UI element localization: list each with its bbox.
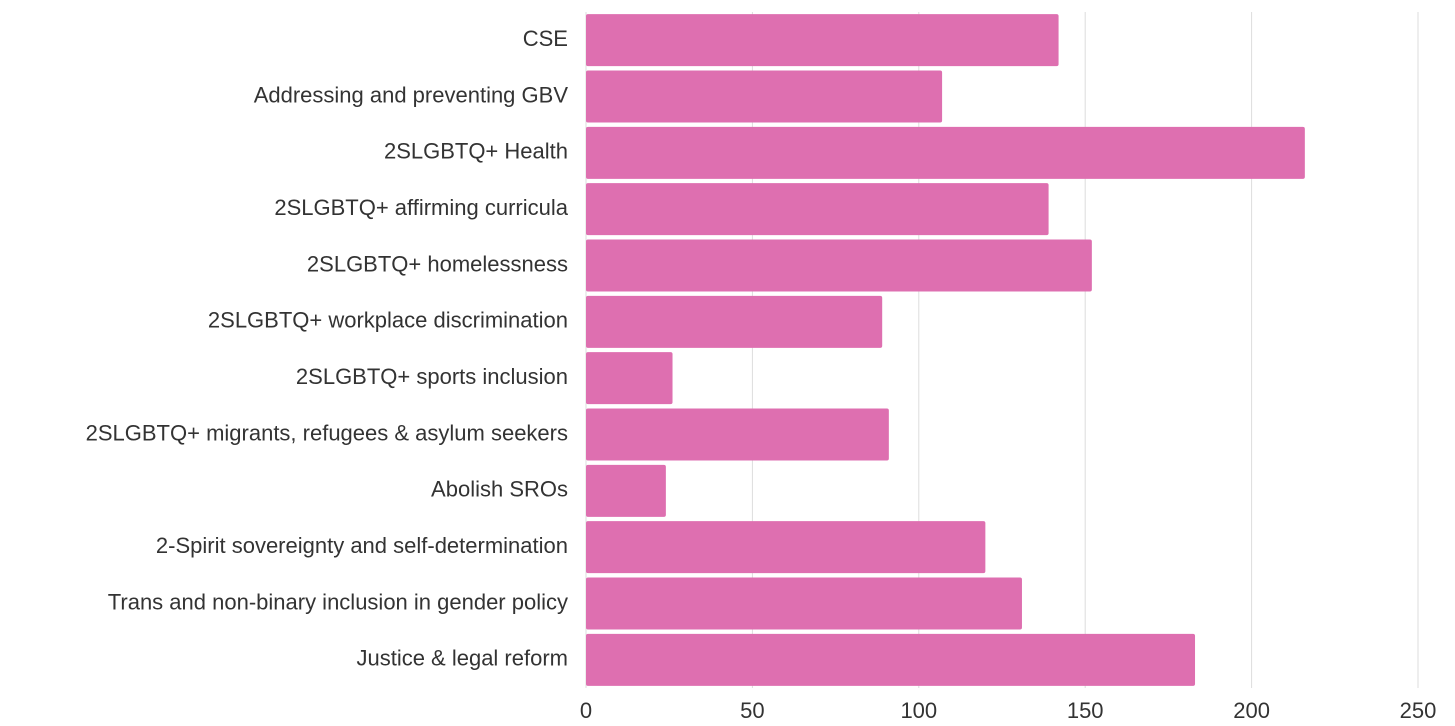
bar <box>586 295 883 348</box>
y-tick-label: 2SLGBTQ+ homelessness <box>307 251 568 276</box>
y-tick-label: Addressing and preventing GBV <box>254 82 569 107</box>
bar <box>586 577 1022 630</box>
y-tick-label: Justice & legal reform <box>356 646 568 671</box>
y-tick-label: 2SLGBTQ+ Health <box>384 139 568 164</box>
bar <box>586 408 889 461</box>
y-tick-label: CSE <box>523 26 568 51</box>
x-tick-label: 100 <box>900 698 937 723</box>
bar <box>586 633 1196 686</box>
bar <box>586 126 1305 179</box>
bar <box>586 70 943 123</box>
y-tick-label: 2SLGBTQ+ migrants, refugees & asylum see… <box>86 420 568 445</box>
bar <box>586 14 1059 67</box>
bar <box>586 352 673 405</box>
x-tick-label: 0 <box>580 698 592 723</box>
bar <box>586 239 1092 292</box>
y-tick-label: 2SLGBTQ+ affirming curricula <box>274 195 568 220</box>
y-tick-label: Abolish SROs <box>431 477 568 502</box>
y-tick-label: 2SLGBTQ+ workplace discrimination <box>208 308 568 333</box>
x-tick-label: 250 <box>1400 698 1437 723</box>
bar <box>586 521 986 574</box>
bar <box>586 464 666 517</box>
y-tick-label: Trans and non-binary inclusion in gender… <box>108 589 568 614</box>
x-tick-label: 50 <box>740 698 764 723</box>
x-tick-label: 150 <box>1067 698 1104 723</box>
y-tick-label: 2SLGBTQ+ sports inclusion <box>296 364 568 389</box>
bar <box>586 183 1049 236</box>
y-tick-label: 2-Spirit sovereignty and self-determinat… <box>156 533 568 558</box>
x-tick-label: 200 <box>1233 698 1270 723</box>
